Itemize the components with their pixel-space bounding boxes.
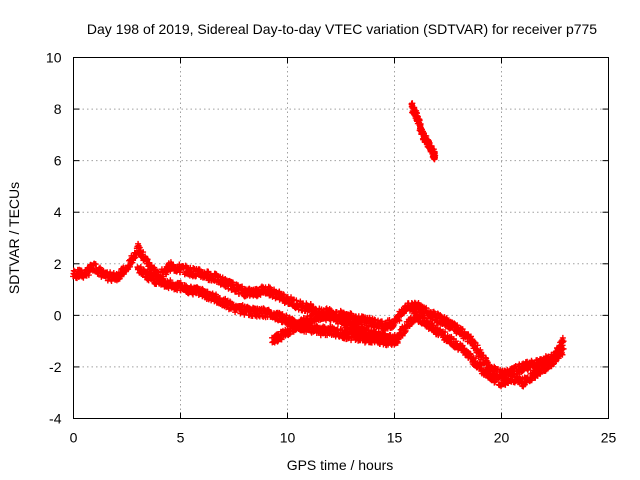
data-point — [120, 271, 127, 278]
y-tick-label: 6 — [54, 153, 62, 169]
data-point — [552, 358, 559, 365]
data-point — [167, 277, 174, 284]
x-tick-label: 0 — [70, 430, 78, 446]
data-point — [391, 321, 398, 328]
data-point — [424, 317, 431, 324]
y-tick-label: 8 — [54, 101, 62, 117]
data-point — [426, 139, 433, 146]
x-tick-label: 15 — [387, 430, 403, 446]
data-point — [560, 345, 567, 352]
plot-frame — [73, 57, 609, 419]
data-point — [177, 279, 184, 286]
data-point — [492, 378, 499, 385]
data-point — [413, 308, 420, 315]
data-point — [432, 152, 439, 159]
y-axis-title: SDTVAR / TECUs — [6, 182, 22, 294]
y-tick-label: 4 — [54, 204, 62, 220]
data-points — [70, 100, 567, 390]
data-point — [402, 327, 409, 334]
x-axis-title: GPS time / hours — [287, 457, 394, 473]
data-point — [225, 285, 232, 292]
y-tick-label: 10 — [46, 50, 62, 66]
data-point — [524, 367, 531, 374]
data-point — [136, 244, 143, 251]
data-point — [423, 304, 430, 311]
y-tick-label: 0 — [54, 307, 62, 323]
data-point — [472, 355, 479, 362]
y-tick-label: -2 — [49, 359, 62, 375]
data-point — [425, 138, 432, 145]
chart-title: Day 198 of 2019, Sidereal Day-to-day VTE… — [87, 21, 597, 37]
data-point — [177, 269, 184, 276]
data-point — [395, 335, 402, 342]
axis-ticks: 0 5 10 15 20 25 -4 -2 0 2 4 6 8 10 — [46, 50, 617, 446]
data-point — [537, 370, 544, 377]
data-point — [474, 342, 481, 349]
data-point — [307, 301, 314, 308]
data-point — [495, 376, 502, 383]
data-point — [559, 334, 566, 341]
data-point — [140, 249, 147, 256]
y-tick-label: -4 — [49, 411, 62, 427]
data-point — [559, 342, 566, 349]
data-point — [485, 368, 492, 375]
data-point — [170, 261, 177, 268]
x-tick-label: 25 — [601, 430, 617, 446]
data-point — [478, 361, 485, 368]
data-point — [70, 267, 77, 274]
x-tick-label: 10 — [280, 430, 296, 446]
data-point — [283, 312, 290, 319]
data-point — [559, 351, 566, 358]
data-point — [216, 295, 223, 302]
data-point — [150, 272, 157, 279]
y-tick-label: 2 — [54, 256, 62, 272]
data-point — [204, 269, 211, 276]
data-point — [560, 338, 567, 345]
data-point — [442, 329, 449, 336]
x-tick-label: 20 — [494, 430, 510, 446]
x-tick-label: 5 — [177, 430, 185, 446]
